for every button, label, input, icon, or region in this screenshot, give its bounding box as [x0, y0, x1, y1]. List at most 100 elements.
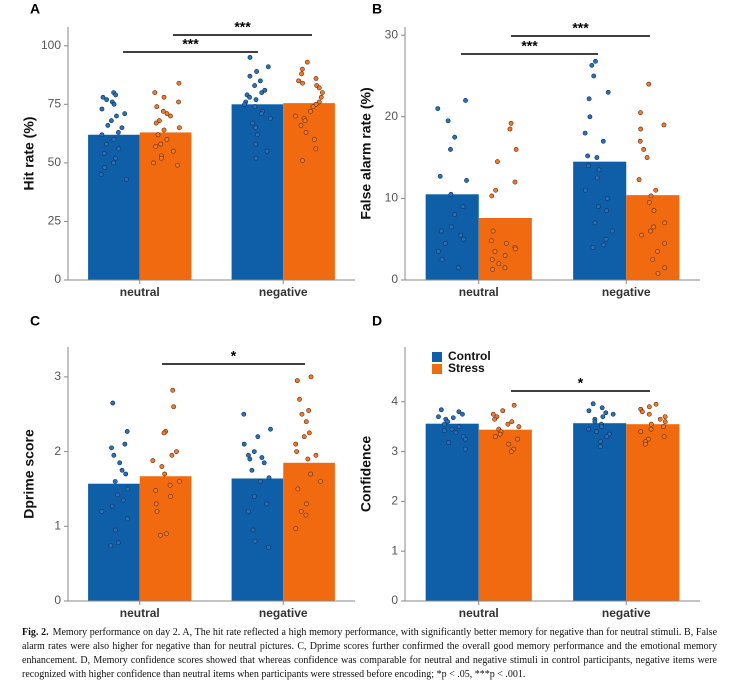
data-point [458, 232, 464, 238]
x-tick-label: negative [602, 285, 651, 299]
data-point [516, 424, 522, 430]
data-point [641, 147, 647, 152]
data-point [247, 55, 253, 60]
data-point [163, 531, 169, 537]
data-point [111, 137, 117, 142]
data-point [505, 421, 511, 427]
significance-label: *** [234, 19, 251, 35]
data-point [594, 429, 599, 435]
data-point [662, 240, 667, 246]
data-point [435, 249, 441, 254]
x-tick-label: neutral [459, 606, 499, 620]
data-point [99, 106, 105, 112]
data-point [265, 64, 271, 70]
data-point [590, 401, 596, 407]
data-point [250, 120, 255, 126]
data-point [586, 408, 592, 414]
data-point [164, 137, 170, 142]
data-point [492, 249, 498, 254]
data-point [254, 69, 259, 74]
y-tick-label: 25 [48, 214, 62, 228]
data-point [259, 455, 265, 460]
bar [573, 161, 627, 280]
data-point [448, 191, 454, 197]
data-point [448, 147, 453, 152]
data-point [111, 101, 117, 107]
data-point [456, 409, 462, 415]
data-point [125, 486, 131, 492]
data-point [249, 467, 255, 473]
data-point [648, 426, 654, 432]
data-point [169, 452, 175, 458]
data-point [511, 402, 517, 408]
data-point [646, 411, 652, 417]
data-point [496, 261, 502, 267]
data-point [313, 146, 319, 152]
data-point [585, 153, 591, 159]
data-point [111, 160, 116, 166]
data-point [662, 414, 668, 420]
data-point [308, 374, 314, 380]
data-point [591, 73, 597, 79]
panel-label: D [372, 313, 382, 329]
y-axis-label: Hit rate (%) [21, 117, 37, 191]
data-point [251, 449, 257, 454]
data-point [452, 212, 458, 218]
data-point [586, 426, 592, 432]
data-point [305, 456, 311, 462]
data-point [241, 441, 247, 447]
data-point [167, 482, 173, 488]
y-tick-label: 3 [391, 444, 398, 458]
caption: Fig. 2. Memory performance on day 2. A, T… [22, 626, 717, 682]
data-point [252, 494, 257, 499]
data-point [662, 220, 668, 226]
data-point [316, 85, 322, 91]
y-tick-label: 75 [48, 96, 62, 110]
data-point [603, 236, 609, 242]
data-point [593, 58, 598, 64]
data-point [113, 527, 118, 533]
y-tick-label: 100 [41, 38, 61, 52]
data-point [253, 97, 259, 103]
bar [139, 476, 192, 601]
data-point [599, 405, 605, 411]
data-point [464, 178, 469, 183]
bar [231, 104, 284, 280]
data-point [300, 80, 305, 86]
data-point [153, 488, 159, 493]
data-point [103, 141, 109, 147]
data-point [445, 118, 451, 124]
data-point [308, 471, 313, 477]
data-point [453, 430, 459, 436]
data-point [306, 408, 312, 413]
data-point [158, 155, 164, 161]
data-point [598, 439, 603, 445]
data-point [293, 113, 298, 119]
legend-swatch [432, 364, 442, 374]
data-point [316, 99, 322, 105]
data-point [123, 176, 129, 182]
data-point [592, 419, 598, 425]
y-tick-label: 50 [48, 155, 62, 169]
data-point [175, 162, 181, 168]
data-point [122, 441, 128, 447]
data-point [500, 408, 506, 414]
data-point [300, 158, 305, 163]
data-point [174, 449, 179, 454]
legend-swatch [432, 352, 442, 362]
data-point [153, 120, 159, 126]
data-point [506, 441, 512, 447]
data-point [445, 419, 451, 425]
caption-text: Memory performance on day 2. A, The hit … [22, 627, 718, 680]
bar [231, 478, 284, 601]
data-point [110, 400, 116, 406]
data-point [259, 111, 264, 117]
data-point [512, 246, 518, 252]
data-point [492, 434, 498, 440]
data-point [638, 126, 644, 132]
data-point [102, 165, 108, 170]
significance-label: *** [182, 36, 199, 52]
data-point [161, 430, 167, 436]
panel-label: A [30, 1, 40, 17]
data-point [318, 479, 323, 484]
